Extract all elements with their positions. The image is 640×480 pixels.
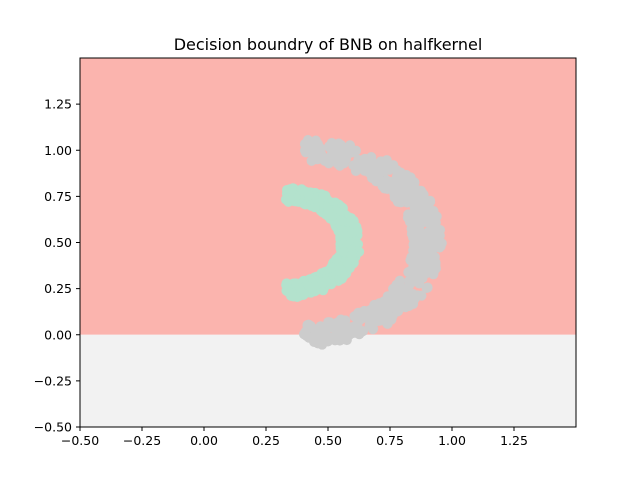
data-point-class-0 [323, 317, 334, 328]
x-tick-label: 0.25 [252, 433, 280, 448]
data-point-class-1 [282, 195, 293, 206]
decision-regions [80, 58, 576, 427]
data-point-class-0 [418, 211, 429, 222]
data-point-class-0 [422, 260, 433, 271]
data-point-class-1 [331, 254, 342, 265]
data-point-class-1 [298, 289, 309, 300]
y-tick-label: 0.75 [44, 189, 72, 204]
decision-region-1 [80, 334, 576, 427]
data-point-class-1 [346, 228, 357, 239]
data-point-class-1 [338, 231, 349, 242]
data-point-class-0 [396, 175, 407, 186]
data-point-class-0 [306, 147, 317, 158]
data-point-class-0 [326, 151, 337, 162]
data-point-class-0 [388, 160, 399, 171]
data-point-class-0 [335, 314, 346, 325]
chart-title: Decision boundry of BNB on halfkernel [174, 35, 483, 54]
data-point-class-0 [337, 154, 348, 165]
x-tick-label: 1.00 [438, 433, 466, 448]
y-tick-label: 0.50 [44, 235, 72, 250]
data-point-class-1 [317, 277, 328, 288]
data-point-class-0 [315, 143, 326, 154]
data-points [280, 134, 447, 350]
data-point-class-0 [379, 183, 390, 194]
data-point-class-1 [306, 282, 317, 293]
x-tick-label: 0.50 [314, 433, 342, 448]
data-point-class-0 [381, 175, 392, 186]
data-point-class-0 [358, 306, 369, 317]
y-tick-label: 1.00 [44, 143, 72, 158]
data-point-class-0 [299, 139, 310, 150]
data-point-class-0 [369, 299, 380, 310]
data-point-class-0 [409, 200, 420, 211]
data-point-class-0 [426, 230, 437, 241]
y-axis-ticks: −0.50 −0.25 0.00 0.25 0.50 0.75 1.00 1.25 [34, 97, 80, 435]
data-point-class-0 [301, 330, 312, 341]
x-tick-label: −0.50 [61, 433, 99, 448]
data-point-class-0 [322, 331, 333, 342]
data-point-class-1 [348, 218, 359, 229]
data-point-class-0 [348, 160, 359, 171]
data-point-class-0 [408, 276, 419, 287]
y-tick-label: 1.25 [44, 97, 72, 112]
x-axis-ticks: −0.50 −0.25 0.00 0.25 0.50 0.75 1.00 1.25 [61, 427, 528, 448]
data-point-class-0 [390, 287, 401, 298]
data-point-class-0 [347, 147, 358, 158]
x-tick-label: 1.25 [500, 433, 528, 448]
data-point-class-0 [394, 196, 405, 207]
data-point-class-0 [410, 218, 421, 229]
data-point-class-1 [334, 273, 345, 284]
data-point-class-0 [419, 268, 430, 279]
data-point-class-0 [382, 318, 393, 329]
data-point-class-0 [428, 209, 439, 220]
data-point-class-0 [303, 319, 314, 330]
data-point-class-0 [411, 290, 422, 301]
data-point-class-0 [362, 159, 373, 170]
data-point-class-1 [318, 191, 329, 202]
data-point-class-0 [351, 319, 362, 330]
data-point-class-1 [326, 279, 337, 290]
data-point-class-0 [375, 156, 386, 167]
data-point-class-0 [325, 140, 336, 151]
data-point-class-1 [283, 287, 294, 298]
y-tick-label: 0.00 [44, 327, 72, 342]
x-tick-label: −0.25 [123, 433, 161, 448]
x-tick-label: 0.75 [376, 433, 404, 448]
data-point-class-0 [367, 172, 378, 183]
data-point-class-0 [334, 141, 345, 152]
data-point-class-0 [392, 297, 403, 308]
data-point-class-0 [316, 325, 327, 336]
data-point-class-0 [419, 231, 430, 242]
data-point-class-1 [335, 215, 346, 226]
data-point-class-1 [338, 246, 349, 257]
y-tick-label: 0.25 [44, 281, 72, 296]
data-point-class-1 [303, 190, 314, 201]
y-tick-label: −0.50 [34, 420, 72, 435]
data-point-class-0 [429, 266, 440, 277]
data-point-class-0 [309, 331, 320, 342]
data-point-class-0 [369, 309, 380, 320]
data-point-class-0 [406, 174, 417, 185]
data-point-class-0 [408, 246, 419, 257]
y-tick-label: −0.25 [34, 373, 72, 388]
data-point-class-1 [326, 262, 337, 273]
data-point-class-0 [405, 190, 416, 201]
data-point-class-1 [342, 257, 353, 268]
data-point-class-0 [421, 249, 432, 260]
data-point-class-0 [421, 283, 432, 294]
data-point-class-0 [370, 165, 381, 176]
data-point-class-0 [342, 324, 353, 335]
data-point-class-0 [416, 194, 427, 205]
data-point-class-0 [408, 261, 419, 272]
data-point-class-0 [402, 297, 413, 308]
data-point-class-1 [323, 204, 334, 215]
data-point-class-0 [403, 209, 414, 220]
x-tick-label: 0.00 [190, 433, 218, 448]
